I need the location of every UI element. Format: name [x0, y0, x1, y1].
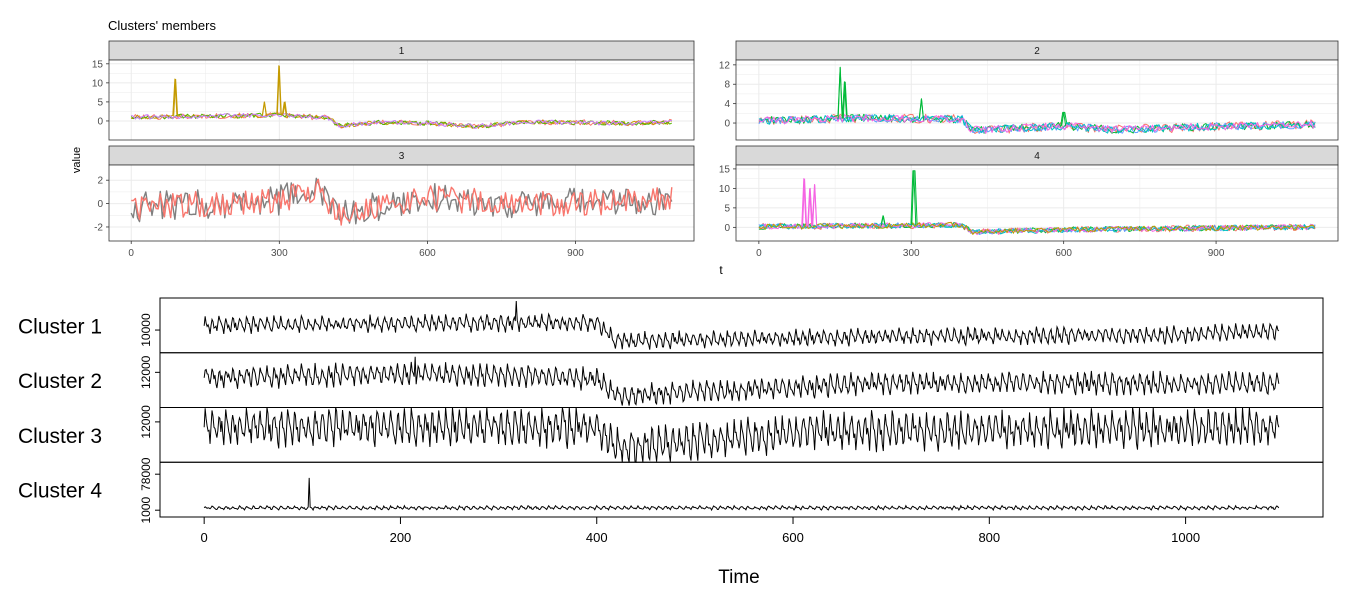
y-tick-label: 0	[724, 119, 730, 130]
spike-mark	[911, 170, 917, 226]
x-tick-label: 0	[756, 248, 762, 259]
facet-series-group	[130, 177, 673, 226]
cluster-panel-1: Cluster 1 10000	[18, 297, 1324, 354]
x-tick-label: 0	[128, 248, 134, 259]
spike-mark	[276, 65, 282, 116]
series-line-5	[758, 114, 1316, 134]
facet-strip-label: 2	[1034, 46, 1040, 57]
y-tick-label: 5	[97, 97, 103, 108]
spike-mark	[173, 79, 179, 117]
y-tick-label: 0	[724, 223, 730, 234]
facet-plot-area	[736, 60, 1338, 140]
cluster-series-line	[203, 356, 1280, 406]
x-tick-label: 300	[903, 248, 920, 259]
facet-strip-label: 3	[399, 151, 405, 162]
y-tick-label: 0	[97, 199, 103, 210]
facet-border	[108, 164, 695, 242]
x-tick-label: 600	[419, 248, 436, 259]
series-line-4	[131, 113, 672, 129]
y-tick-label: -2	[94, 222, 103, 233]
spike-mark	[802, 178, 808, 227]
x-tick-label: 0	[201, 530, 208, 545]
facet-border	[735, 164, 1339, 242]
y-tick-label: 15	[92, 59, 104, 70]
facet-panel-4: 4 0 5 10 15 0 300 600 900	[719, 145, 1339, 259]
facet-strip-label: 1	[399, 46, 405, 57]
cluster-label: Cluster 4	[18, 480, 102, 503]
y-tick-label: 12000	[139, 355, 153, 389]
y-tick-label: 12	[719, 60, 731, 71]
spike-mark	[837, 67, 843, 119]
spike-mark	[842, 81, 848, 119]
bottom-x-axis-label: Time	[718, 567, 760, 588]
y-tick-label: 12000	[139, 405, 153, 439]
cluster-label: Cluster 1	[18, 315, 102, 338]
spike-mark	[812, 184, 818, 227]
x-tick-label: 200	[390, 530, 412, 545]
cluster-panel-border	[159, 461, 1324, 518]
y-tick-label: 0	[97, 116, 103, 127]
cluster-panel-4: Cluster 4 1000 78000	[18, 457, 1324, 524]
series-line-2	[131, 178, 673, 226]
x-tick-label: 900	[1208, 248, 1225, 259]
cluster-series-line	[203, 477, 1280, 512]
facet-series-group	[758, 170, 1316, 236]
cluster-series-line	[203, 407, 1280, 463]
x-tick-label: 600	[782, 530, 804, 545]
y-tick-label: 2	[97, 176, 103, 187]
facet-border	[108, 59, 695, 141]
facet-plot-area	[109, 60, 694, 140]
facet-series-group	[130, 65, 673, 129]
spike-mark	[262, 101, 268, 116]
series-line-6	[758, 222, 1316, 235]
y-tick-label: 10	[719, 184, 731, 195]
y-tick-label: 5	[724, 203, 730, 214]
x-tick-label: 1000	[1171, 530, 1200, 545]
facet-strip-label: 4	[1034, 151, 1040, 162]
spike-mark	[807, 188, 813, 227]
cluster-panel-3: Cluster 3 12000	[18, 405, 1324, 463]
spike-mark	[880, 215, 886, 226]
y-tick-label: 78000	[139, 457, 153, 491]
y-tick-label: 15	[719, 164, 731, 175]
y-tick-label: 10	[92, 78, 104, 89]
y-tick-label: 1000	[139, 497, 153, 524]
x-tick-label: 600	[1055, 248, 1072, 259]
facet-panel-3: 3 -2 0 2 0 300 600 900	[94, 145, 695, 259]
y-tick-label: 8	[724, 80, 730, 91]
facet-series-group	[758, 66, 1316, 134]
facet-panel-2: 2 0 4 8 12	[719, 40, 1339, 141]
top-x-axis-label: t	[719, 263, 723, 277]
x-tick-label: 800	[978, 530, 1000, 545]
cluster-label: Cluster 3	[18, 425, 102, 448]
facet-border	[735, 59, 1339, 141]
spike-mark	[1061, 112, 1067, 127]
cluster-label: Cluster 2	[18, 370, 102, 393]
y-tick-label: 10000	[139, 313, 153, 347]
series-line-3	[130, 112, 673, 129]
series-line-4	[758, 114, 1316, 134]
series-line-3	[758, 222, 1316, 235]
x-tick-label: 300	[271, 248, 288, 259]
cluster-series-line	[203, 301, 1280, 350]
top-y-axis-label: value	[71, 147, 83, 173]
x-tick-label: 400	[586, 530, 608, 545]
x-tick-label: 900	[567, 248, 584, 259]
y-tick-label: 4	[724, 99, 730, 110]
spike-mark	[918, 98, 924, 119]
cluster-panel-2: Cluster 2 12000	[18, 352, 1324, 408]
top-title: Clusters' members	[108, 18, 216, 33]
spike-mark	[281, 101, 287, 116]
